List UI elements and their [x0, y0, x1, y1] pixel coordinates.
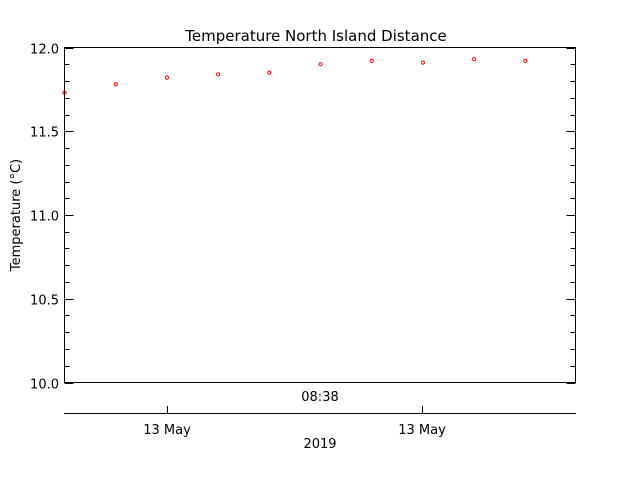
- data-point: [420, 60, 425, 65]
- data-point: [267, 70, 272, 75]
- y-tick-label: 10.5: [30, 294, 59, 309]
- chart-title: Temperature North Island Distance: [184, 27, 447, 45]
- x-axis-year-label: 2019: [303, 437, 336, 452]
- data-point: [216, 72, 221, 77]
- data-point: [369, 58, 374, 64]
- data-point: [113, 82, 118, 87]
- y-axis-label: Temperature (°C): [9, 159, 24, 272]
- y-tick-label: 12.0: [30, 43, 59, 58]
- data-point: [318, 62, 323, 67]
- x-date-tick-label: 13 May: [398, 423, 446, 438]
- x-axis-time-label: 08:38: [301, 390, 338, 405]
- data-point: [472, 57, 477, 62]
- y-tick-label: 11.0: [30, 210, 59, 225]
- x-date-tick-label: 13 May: [143, 423, 191, 438]
- data-point: [523, 58, 528, 64]
- data-point: [164, 75, 169, 80]
- y-axis-tick-labels: 10.0 10.5 11.0 11.5 12.0: [30, 43, 59, 393]
- data-point: [62, 90, 67, 95]
- y-axis-ticks: [64, 48, 576, 384]
- y-tick-label: 10.0: [30, 378, 59, 393]
- data-points: [62, 57, 528, 95]
- y-tick-label: 11.5: [30, 126, 59, 141]
